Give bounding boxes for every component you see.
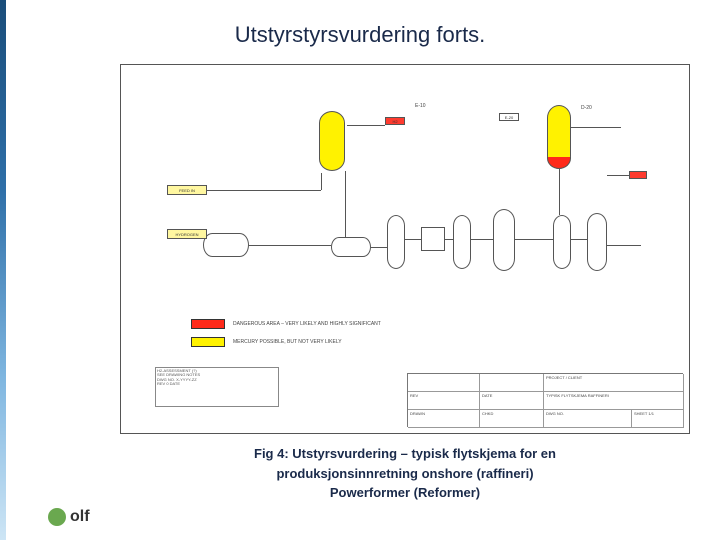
- title-block-cell: REV: [408, 392, 480, 410]
- caption-line: Powerformer (Reformer): [120, 483, 690, 503]
- legend-swatch-red: [191, 319, 225, 329]
- legend-text-yellow: MERCURY POSSIBLE, BUT NOT VERY LIKELY: [233, 339, 342, 345]
- pipe-line: [559, 169, 560, 215]
- pipe-line: [515, 239, 553, 240]
- logo-droplet-icon: [48, 508, 66, 526]
- tag-box: E-20: [499, 113, 519, 121]
- vessel-separator-1: [331, 237, 371, 257]
- vessel-col-a: [387, 215, 405, 269]
- title-block-cell: SHEET 1/1: [632, 410, 684, 428]
- pipe-line: [607, 175, 629, 176]
- equipment-label: D-20: [581, 105, 592, 111]
- notes-block: H2-ASSESSMENT (?)SEE DRAWING NOTESDWG NO…: [155, 367, 279, 407]
- title-block-cell: [408, 374, 480, 392]
- legend-swatch-yellow: [191, 337, 225, 347]
- vessel-col-e: [587, 213, 607, 271]
- pipe-line: [405, 239, 421, 240]
- caption-line: produksjonsinnretning onshore (raffineri…: [120, 464, 690, 484]
- tag-box: H2: [385, 117, 405, 125]
- pipe-line: [345, 171, 346, 237]
- caption-line: Fig 4: Utstyrsvurdering – typisk flytskj…: [120, 444, 690, 464]
- title-block-cell: DRAWN: [408, 410, 480, 428]
- pipe-line: [347, 125, 385, 126]
- tag-box: FEED IN: [167, 185, 207, 195]
- pipe-line: [471, 239, 493, 240]
- pipe-line: [207, 190, 321, 191]
- tag-box: [629, 171, 647, 179]
- title-block-cell: [480, 374, 544, 392]
- title-block-cell: DATE: [480, 392, 544, 410]
- vessel-feed-drum: [203, 233, 249, 257]
- vessel-reactor-top: [319, 111, 345, 171]
- vessel-col-d: [553, 215, 571, 269]
- vessel-red-bottom: [547, 157, 571, 169]
- vessel-col-c: [493, 209, 515, 271]
- title-block-cell: TYPISK FLYTSKJEMA RAFFINERI: [544, 392, 684, 410]
- pipe-line: [321, 173, 322, 190]
- drawing-title-block: PROJECT / CLIENT REVDATETYPISK FLYTSKJEMA…: [407, 373, 683, 427]
- figure-caption: Fig 4: Utstyrsvurdering – typisk flytskj…: [120, 444, 690, 503]
- flowsheet-frame: FEED IN HYDROGEN H2 E-20 E-10 D-20 DANGEROUS A…: [120, 64, 690, 434]
- title-block-cell: PROJECT / CLIENT: [544, 374, 684, 392]
- tag-box: HYDROGEN: [167, 229, 207, 239]
- page-title: Utstyrstyrsvurdering forts.: [0, 22, 720, 48]
- pipe-line: [571, 239, 587, 240]
- olf-logo: olf: [48, 508, 90, 526]
- pipe-line: [607, 245, 641, 246]
- pipe-line: [445, 239, 453, 240]
- vessel-col-b: [453, 215, 471, 269]
- legend-text-red: DANGEROUS AREA – VERY LIKELY AND HIGHLY …: [233, 321, 381, 327]
- pipe-line: [571, 127, 621, 128]
- vessel-exch-sq: [421, 227, 445, 251]
- title-block-cell: CHKD: [480, 410, 544, 428]
- flowsheet-diagram: FEED IN HYDROGEN H2 E-20 E-10 D-20 DANGEROUS A…: [121, 65, 689, 433]
- title-block-cell: DWG NO.: [544, 410, 632, 428]
- sidebar-gradient: [0, 0, 6, 540]
- pipe-line: [249, 245, 331, 246]
- equipment-label: E-10: [415, 103, 426, 109]
- pipe-line: [371, 247, 387, 248]
- logo-text: olf: [70, 508, 90, 526]
